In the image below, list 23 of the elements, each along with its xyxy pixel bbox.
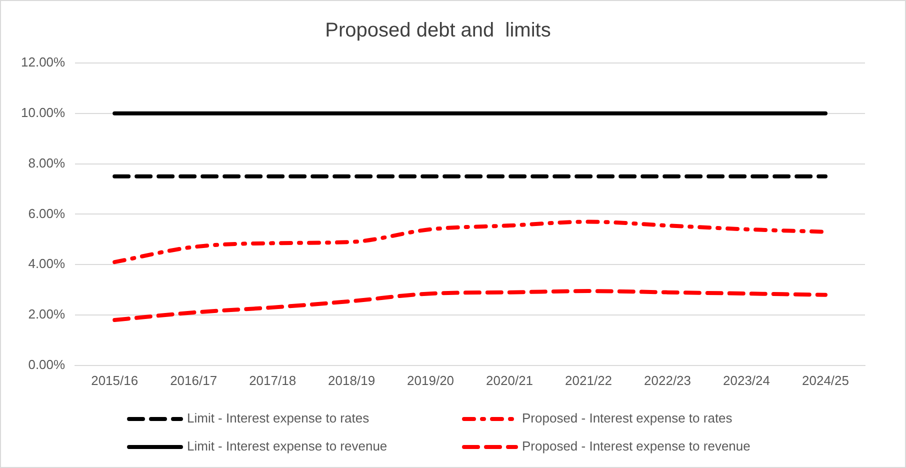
x-tick-label: 2020/21 xyxy=(486,372,534,388)
y-tick-label: 2.00% xyxy=(28,306,66,322)
y-tick-label: 6.00% xyxy=(28,206,66,221)
y-tick-label: 10.00% xyxy=(20,104,66,120)
x-tick-label: 2015/16 xyxy=(91,372,138,388)
y-tick-label: 8.00% xyxy=(28,155,66,170)
y-tick-label: 12.00% xyxy=(20,54,66,70)
x-tick-label: 2023/24 xyxy=(723,372,770,388)
legend-label: Proposed - Interest expense to rates xyxy=(522,410,733,426)
x-tick-label: 2018/19 xyxy=(328,372,376,388)
x-tick-label: 2016/17 xyxy=(170,372,218,388)
y-tick-label: 0.00% xyxy=(28,356,66,372)
x-tick-label: 2019/20 xyxy=(407,372,454,388)
y-tick-label: 4.00% xyxy=(28,256,66,272)
x-tick-label: 2017/18 xyxy=(249,372,296,388)
legend-label: Limit - Interest expense to rates xyxy=(187,410,370,426)
legend-label: Limit - Interest expense to revenue xyxy=(187,438,388,454)
line-series xyxy=(112,289,828,322)
x-tick-label: 2024/25 xyxy=(802,372,850,388)
x-tick-label: 2021/22 xyxy=(565,372,612,388)
x-tick-label: 2022/23 xyxy=(644,372,692,388)
chart-title: Proposed debt and limits xyxy=(325,20,551,42)
legend-label: Proposed - Interest expense to revenue xyxy=(522,438,750,454)
